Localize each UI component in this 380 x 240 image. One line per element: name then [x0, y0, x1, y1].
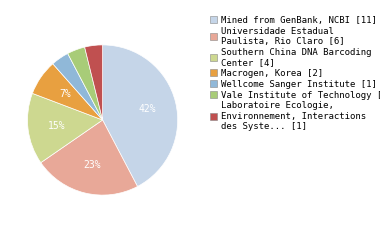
Wedge shape	[41, 120, 138, 195]
Text: 42%: 42%	[138, 104, 156, 114]
Wedge shape	[68, 47, 103, 120]
Legend: Mined from GenBank, NCBI [11], Universidade Estadual
Paulista, Rio Claro [6], So: Mined from GenBank, NCBI [11], Universid…	[210, 16, 380, 131]
Wedge shape	[27, 93, 103, 163]
Text: 7%: 7%	[59, 89, 71, 99]
Wedge shape	[53, 54, 103, 120]
Wedge shape	[85, 45, 103, 120]
Text: 15%: 15%	[48, 120, 66, 131]
Wedge shape	[32, 64, 103, 120]
Wedge shape	[103, 45, 178, 186]
Text: 23%: 23%	[83, 160, 100, 169]
